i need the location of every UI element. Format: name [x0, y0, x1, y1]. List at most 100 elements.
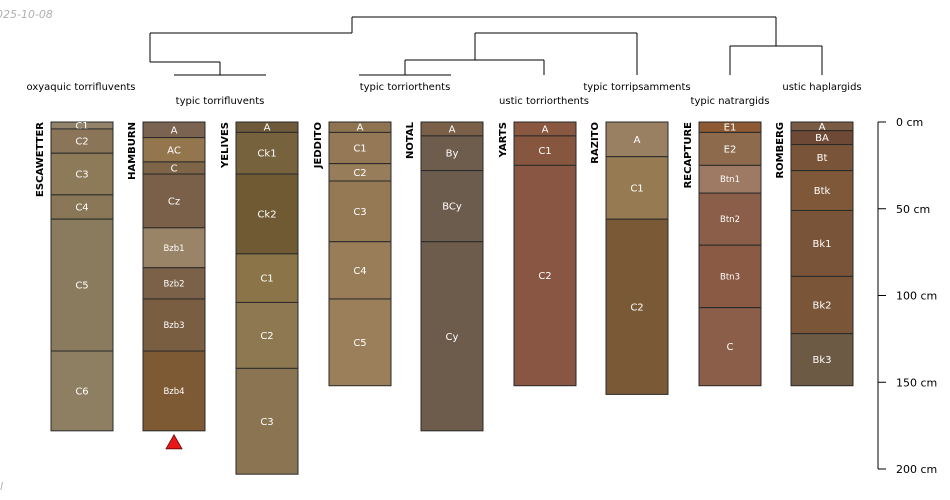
profile-name-yarts: YARTS — [498, 122, 509, 158]
horizon-yelives-c1 — [235, 253, 299, 303]
profile-escawetter: ESCAWETTER C1 C2 C3 C4 C5 C6 — [35, 121, 114, 432]
horizon-label: C2 — [75, 137, 88, 148]
horizon-label: A — [357, 123, 364, 134]
horizon-label: Bk3 — [812, 355, 831, 366]
horizon-hamburn-bzb2 — [142, 267, 206, 300]
profile-yarts: YARTS A C1 C2 — [498, 121, 577, 387]
horizon-hamburn-bzb1 — [142, 227, 206, 269]
profile-name-hamburn: HAMBURN — [127, 122, 138, 180]
horizon-label: Btn3 — [720, 272, 740, 282]
corner-date-label: 025-10-08 — [0, 8, 53, 21]
profile-name-yelives: YELIVES — [220, 122, 231, 169]
horizon-label: C5 — [75, 281, 88, 292]
warning-triangle-icon — [165, 434, 183, 450]
horizon-label: Bzb1 — [163, 244, 184, 254]
profile-razito: RAZITO A C1 C2 — [590, 121, 669, 395]
horizon-label: C1 — [630, 183, 643, 194]
horizon-label: BA — [815, 133, 829, 144]
horizon-label: Bk1 — [812, 239, 831, 250]
group-label-6: ustic haplargids — [782, 82, 861, 93]
horizon-recapture-btn2 — [698, 192, 762, 246]
horizon-label: C4 — [353, 266, 366, 277]
horizon-label: Bk2 — [812, 301, 831, 312]
horizon-hamburn-cz — [142, 173, 206, 229]
horizon-label: A — [634, 135, 641, 146]
horizon-label: C2 — [538, 271, 551, 282]
horizon-hamburn-bzb4 — [142, 350, 206, 432]
horizon-recapture-btn3 — [698, 244, 762, 309]
horizon-notal-cy — [420, 241, 484, 432]
dendrogram — [149, 16, 823, 76]
horizon-label: A — [449, 124, 456, 135]
depth-tick-label-4: 200 cm — [896, 463, 937, 476]
horizon-label: Bt — [817, 153, 828, 164]
group-label-5: typic natrargids — [691, 96, 770, 107]
horizon-jeddito-c3 — [328, 180, 392, 243]
horizon-razito-c2 — [605, 218, 669, 395]
horizon-label: A — [542, 124, 549, 135]
horizon-notal-bcy — [420, 170, 484, 243]
horizon-label: AC — [167, 145, 181, 156]
horizon-notal-by — [420, 135, 484, 172]
depth-axis: 0 cm 50 cm 100 cm 150 cm 200 cm — [877, 116, 937, 476]
horizon-label: C1 — [538, 146, 551, 157]
horizon-label: C3 — [75, 170, 88, 181]
horizon-label: C1 — [353, 144, 366, 155]
taxonomy-group-labels: oxyaquic torrifluvents typic torrifluvent… — [27, 82, 862, 107]
horizon-label: A — [171, 125, 178, 136]
horizon-label: C3 — [353, 207, 366, 218]
horizon-romberg-bk1 — [790, 209, 854, 277]
horizon-label: By — [446, 149, 459, 160]
profile-name-recapture: RECAPTURE — [683, 122, 694, 189]
horizon-label: E1 — [724, 123, 737, 134]
horizon-yarts-c2 — [513, 164, 577, 387]
horizon-razito-c1 — [605, 156, 669, 220]
horizon-label: Btn2 — [720, 215, 740, 225]
horizon-label: A — [819, 122, 826, 133]
horizon-label: Ck1 — [257, 149, 276, 160]
profile-romberg: ROMBERG ABA Bt Btk Bk1 Bk2 Bk3 — [775, 121, 854, 387]
soil-profiles: ESCAWETTER C1 C2 C3 C4 C5 C6 HAMBURN A AC C Cz Bzb1 B… — [35, 121, 854, 475]
horizon-label: C6 — [75, 386, 88, 397]
horizon-label: Btn1 — [720, 175, 740, 185]
horizon-hamburn-bzb3 — [142, 298, 206, 352]
depth-tick-label-1: 50 cm — [896, 203, 930, 216]
depth-tick-label-3: 150 cm — [896, 376, 937, 389]
depth-tick-label-2: 100 cm — [896, 290, 937, 303]
group-label-1: typic torrifluvents — [176, 96, 265, 107]
horizon-label: Cz — [168, 196, 180, 207]
horizon-hamburn-ac — [142, 137, 206, 163]
corner-mark-label: l — [0, 480, 4, 493]
horizon-label: Bzb4 — [163, 387, 184, 397]
horizon-label: C5 — [353, 338, 366, 349]
horizon-label: A — [264, 123, 271, 134]
horizon-label: C2 — [630, 302, 643, 313]
depth-tick-label-0: 0 cm — [896, 116, 923, 129]
profile-hamburn: HAMBURN A AC C Cz Bzb1 Bzb2 Bzb3 Bzb4 — [127, 121, 206, 450]
group-label-2: typic torriorthents — [360, 82, 451, 93]
horizon-jeddito-c1 — [328, 131, 392, 165]
horizon-label: Cy — [446, 332, 459, 343]
horizon-recapture-c — [698, 307, 762, 387]
horizon-label: C2 — [353, 168, 366, 179]
horizon-label: C3 — [260, 417, 273, 428]
horizon-label: C — [171, 163, 178, 174]
horizon-label: C1 — [260, 274, 273, 285]
profile-notal: NOTAL A By BCy Cy — [405, 121, 484, 432]
horizon-label: E2 — [724, 144, 737, 155]
group-label-4: typic torripsamments — [583, 82, 690, 93]
profile-yelives: YELIVES A Ck1 Ck2 C1 C2 C3 — [220, 121, 299, 475]
horizon-escawetter-c5 — [50, 218, 114, 352]
profile-name-notal: NOTAL — [405, 121, 416, 159]
horizon-label: BCy — [442, 202, 462, 213]
profile-name-razito: RAZITO — [590, 122, 601, 164]
horizon-yelives-ck1 — [235, 131, 299, 175]
horizon-label: C2 — [260, 331, 273, 342]
profile-name-escawetter: ESCAWETTER — [35, 122, 46, 197]
horizon-romberg-bk3 — [790, 333, 854, 387]
horizon-razito-a — [605, 121, 669, 158]
group-label-3: ustic torriorthents — [499, 96, 589, 107]
horizon-jeddito-c5 — [328, 298, 392, 387]
horizon-yelives-ck2 — [235, 173, 299, 255]
